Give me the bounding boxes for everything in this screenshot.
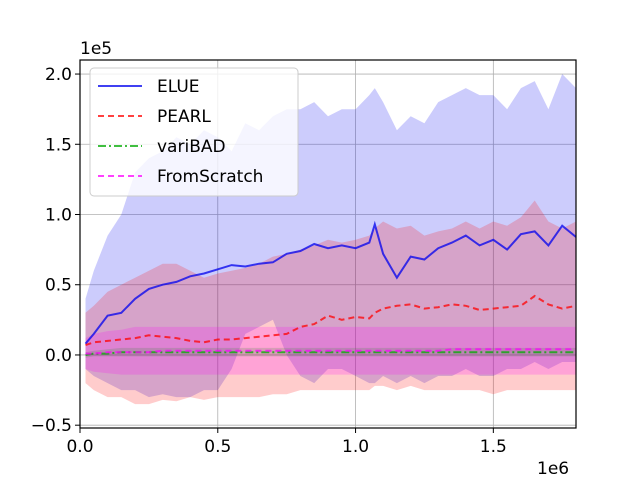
y-tick-label: 2.0 — [45, 65, 72, 85]
legend: ELUE PEARL variBAD FromScratch — [89, 67, 299, 197]
axis-ticks: 0.0 0.5 1.0 1.5−0.50.00.51.01.52.0 — [31, 65, 507, 457]
legend-label: ELUE — [157, 77, 200, 97]
y-tick-label: 0.5 — [45, 276, 72, 296]
legend-box — [89, 67, 299, 197]
x-tick-label: 1.0 — [342, 437, 369, 457]
legend-label: PEARL — [157, 107, 211, 127]
x-tick-label: 1.5 — [480, 437, 507, 457]
y-tick-label: 1.0 — [45, 206, 72, 226]
legend-label: FromScratch — [157, 167, 263, 187]
series-line-fromscratch — [85, 348, 576, 355]
series-line-pearl — [85, 294, 577, 347]
series-line-varibad — [85, 351, 576, 356]
legend-label: variBAD — [157, 137, 226, 157]
series-line-elue — [84, 220, 577, 345]
x-tick-label: 0.0 — [66, 437, 93, 457]
x-tick-label: 0.5 — [204, 437, 231, 457]
series-lines — [84, 220, 577, 356]
x-offset-label: 1e6 — [537, 459, 569, 479]
y-tick-label: 1.5 — [45, 135, 72, 155]
y-tick-label: 0.0 — [45, 346, 72, 366]
y-offset-label: 1e5 — [80, 39, 112, 59]
plot-frame — [79, 59, 577, 429]
y-tick-label: −0.5 — [31, 416, 72, 436]
